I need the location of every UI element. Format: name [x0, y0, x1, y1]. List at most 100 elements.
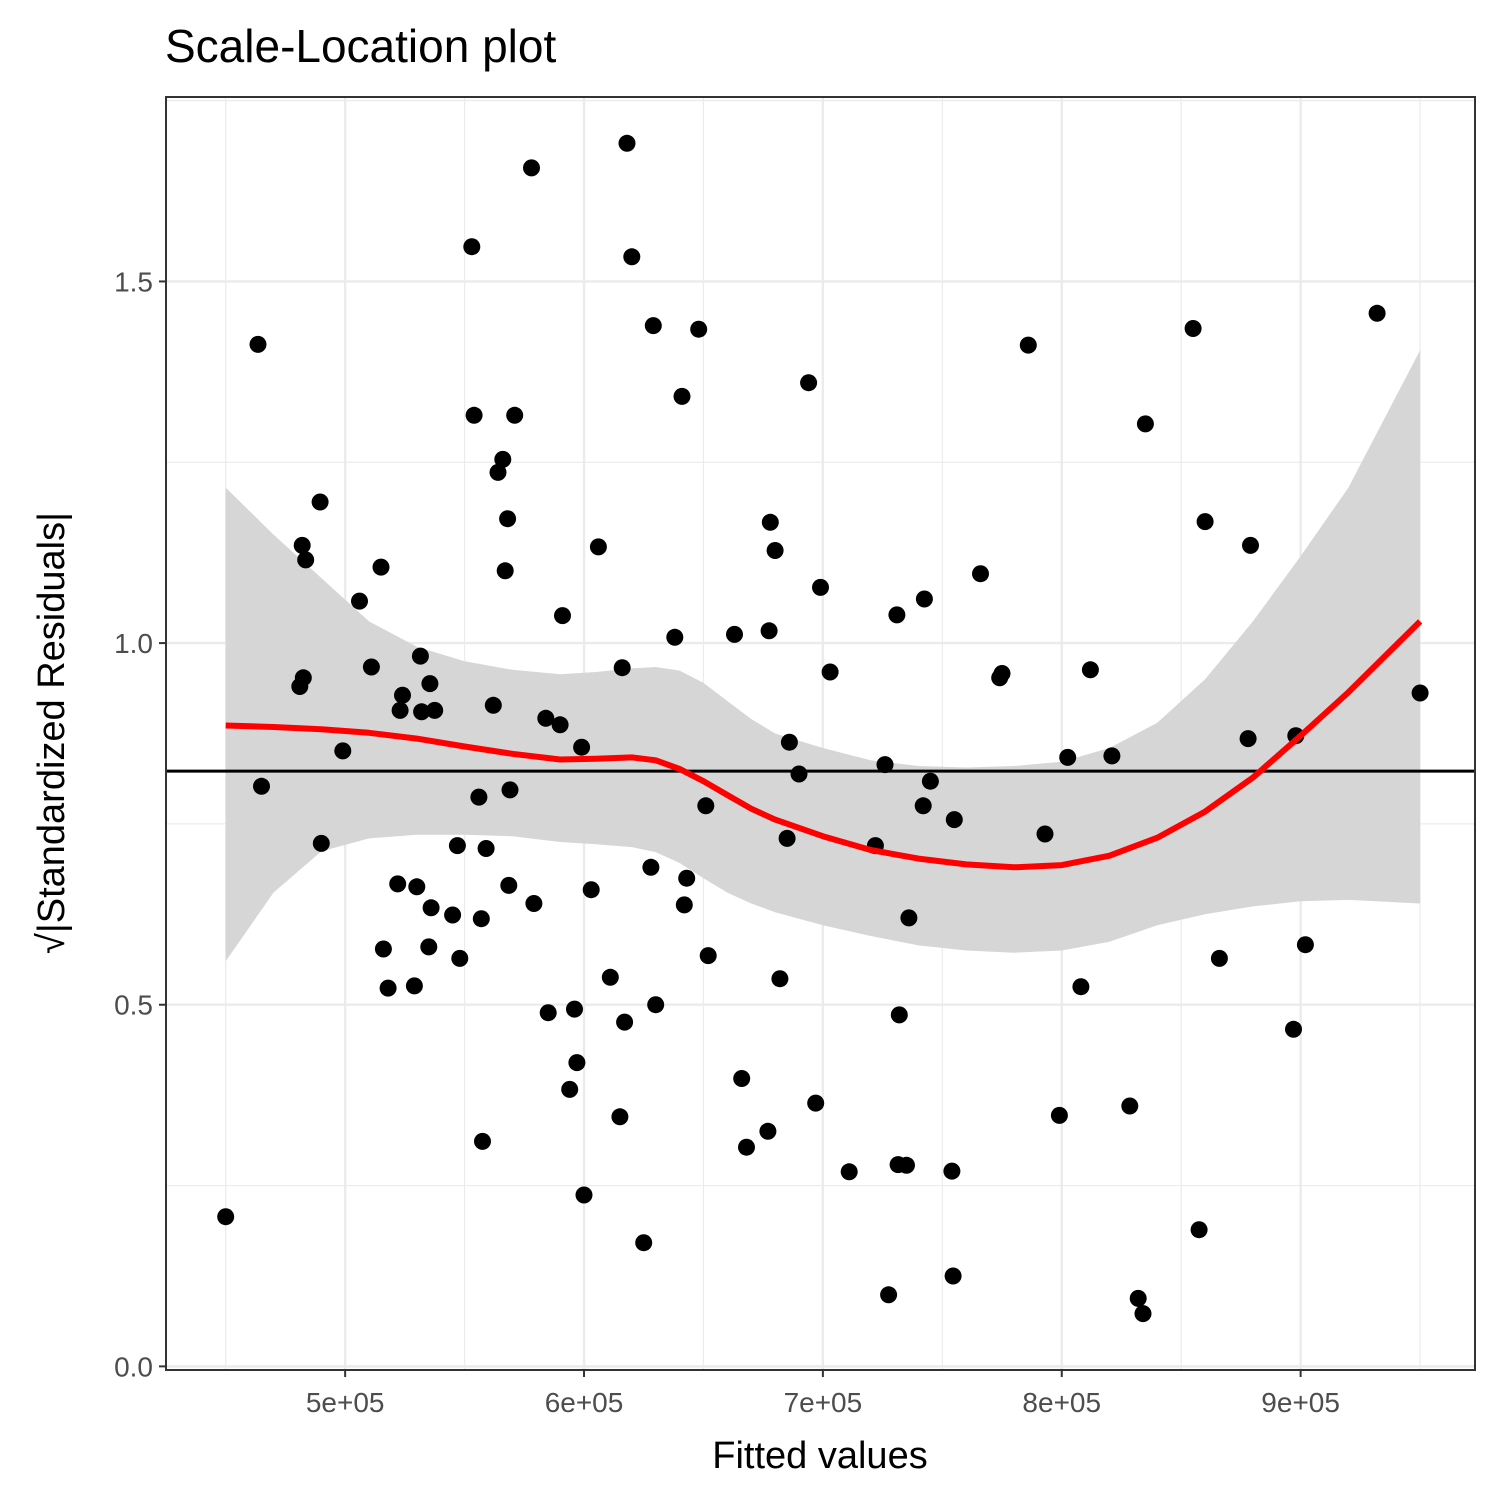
- data-point: [496, 562, 514, 580]
- data-point: [451, 949, 469, 967]
- data-point: [623, 248, 641, 266]
- data-point: [523, 159, 540, 177]
- data-point: [421, 675, 439, 693]
- data-point: [1103, 747, 1121, 765]
- data-point: [494, 450, 512, 468]
- data-point: [690, 320, 708, 338]
- y-tick-label: 0.5: [114, 990, 153, 1021]
- data-point: [362, 658, 380, 676]
- data-point: [311, 493, 329, 511]
- data-point: [582, 881, 600, 899]
- data-point: [943, 1162, 961, 1180]
- x-axis-title: Fitted values: [712, 1435, 927, 1477]
- data-point: [506, 406, 524, 424]
- data-point: [1368, 304, 1386, 322]
- y-tick-label: 1.0: [114, 628, 153, 659]
- data-point: [760, 622, 778, 640]
- data-point: [293, 536, 311, 554]
- data-point: [537, 709, 555, 727]
- data-point: [821, 663, 839, 681]
- data-point: [420, 938, 438, 956]
- data-point: [898, 1156, 915, 1174]
- data-point: [876, 756, 894, 774]
- data-point: [644, 317, 662, 335]
- data-point: [379, 979, 397, 997]
- data-point: [394, 686, 411, 704]
- data-point: [778, 829, 796, 847]
- data-point: [422, 899, 440, 917]
- data-point: [812, 578, 829, 596]
- data-point: [465, 406, 483, 424]
- data-point: [1239, 730, 1257, 748]
- data-point: [1129, 1289, 1147, 1307]
- data-point: [780, 733, 798, 751]
- data-point: [589, 538, 607, 556]
- data-point: [601, 968, 619, 986]
- data-point: [790, 765, 808, 783]
- data-point: [1210, 949, 1228, 967]
- data-point: [921, 772, 939, 790]
- data-point: [944, 1267, 962, 1285]
- data-point: [666, 628, 684, 646]
- data-point: [297, 551, 315, 569]
- data-point: [800, 374, 818, 392]
- data-point: [880, 1286, 898, 1304]
- y-axis: 0.0 0.5 1.0 1.5: [114, 266, 166, 1382]
- data-point: [945, 811, 963, 829]
- x-tick-label: 8e+05: [1022, 1387, 1101, 1418]
- data-point: [1072, 978, 1090, 996]
- data-point: [413, 703, 431, 721]
- chart-title: Scale-Location plot: [165, 20, 556, 72]
- data-point: [1050, 1106, 1068, 1124]
- data-point: [525, 895, 543, 912]
- data-point: [972, 565, 989, 583]
- data-point: [1196, 513, 1214, 531]
- data-point: [472, 910, 490, 928]
- confidence-band-area: [225, 350, 1421, 962]
- data-point: [477, 840, 495, 857]
- data-point: [405, 977, 423, 995]
- data-point: [761, 513, 779, 531]
- data-point: [1184, 320, 1202, 337]
- data-point: [444, 906, 462, 924]
- data-point: [726, 625, 743, 643]
- data-point: [408, 878, 426, 896]
- data-point: [697, 797, 715, 815]
- data-point: [1059, 748, 1077, 766]
- data-point: [448, 837, 466, 855]
- data-point: [1242, 536, 1259, 554]
- data-point: [611, 1108, 629, 1126]
- data-point: [771, 970, 789, 988]
- data-point: [249, 335, 267, 353]
- data-point: [1081, 661, 1099, 679]
- data-point: [489, 463, 507, 481]
- x-tick-label: 9e+05: [1261, 1387, 1340, 1418]
- data-point: [253, 777, 270, 795]
- data-point: [312, 834, 330, 852]
- y-tick-label: 1.5: [114, 266, 153, 297]
- data-points: [217, 134, 1429, 1323]
- data-point: [675, 896, 693, 914]
- data-point: [807, 1094, 825, 1112]
- x-axis: 5e+05 6e+05 7e+05 8e+05 9e+05: [306, 1370, 1340, 1418]
- data-point: [1296, 936, 1314, 954]
- data-point: [217, 1208, 235, 1226]
- data-point: [1134, 1305, 1152, 1323]
- data-point: [900, 909, 918, 927]
- x-tick-label: 7e+05: [784, 1387, 863, 1418]
- data-point: [470, 788, 488, 806]
- y-tick-label: 0.0: [114, 1351, 153, 1382]
- data-point: [616, 1013, 634, 1031]
- data-point: [678, 869, 696, 887]
- panel-border: [165, 96, 1476, 1371]
- data-point: [501, 781, 519, 799]
- x-tick-label: 6e+05: [545, 1387, 624, 1418]
- data-point: [673, 387, 691, 405]
- data-point: [484, 696, 502, 714]
- data-point: [474, 1132, 491, 1150]
- smooth-curve: [225, 619, 1423, 871]
- data-point: [993, 665, 1011, 682]
- data-point: [374, 940, 392, 958]
- data-point: [561, 1080, 579, 1098]
